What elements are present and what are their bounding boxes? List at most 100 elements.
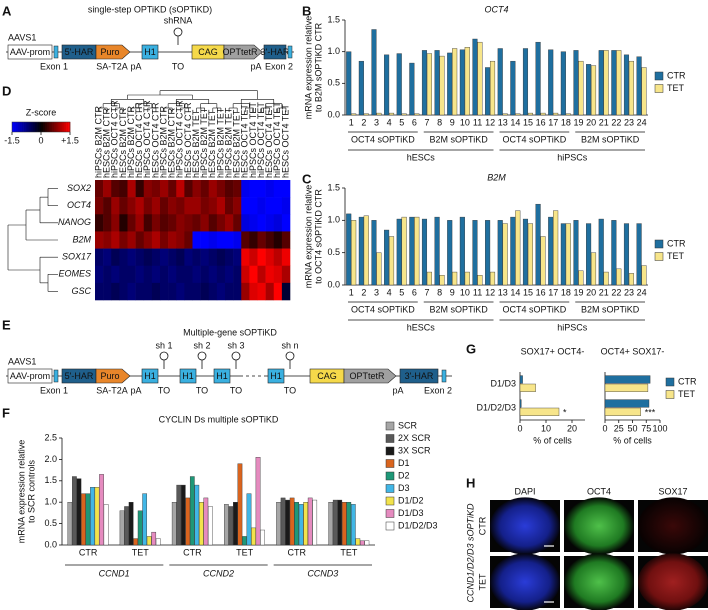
heat-cell (281, 282, 291, 301)
bar (502, 113, 508, 116)
legend-label: 3X SCR (398, 445, 431, 455)
x-tick-label: 10 (460, 117, 470, 127)
panel-letter: B (302, 3, 311, 18)
heat-cell (184, 180, 193, 198)
bar (636, 223, 642, 286)
heat-cell (184, 265, 193, 284)
x-tick-label: 20 (586, 287, 596, 297)
heat-cell (216, 231, 226, 249)
image-side-label: CCND1/D2/D3 sOPTiKD (465, 503, 475, 602)
y-axis-label: mRNA expression relative (303, 16, 313, 120)
heat-cell (249, 197, 258, 215)
heat-cell (208, 265, 218, 284)
bar (611, 50, 617, 116)
heat-cell (273, 282, 283, 301)
bar (485, 67, 491, 116)
construct-label: 3'-HAR (405, 371, 434, 381)
colorbar-step (25, 122, 28, 132)
colorbar-step (50, 122, 53, 132)
bar (464, 271, 470, 286)
x-tick-label: 5 (399, 117, 404, 127)
construct-label: OPTtetR (222, 47, 258, 57)
heat-cell (176, 248, 185, 267)
heat-cell (257, 265, 266, 284)
bar (371, 220, 377, 286)
heat-cell (160, 265, 169, 284)
row-label: EOMES (58, 269, 91, 279)
heat-cell (135, 197, 145, 215)
x-tick-label: 14 (510, 287, 520, 297)
row-label: SOX17 (62, 252, 92, 262)
construct-note: TO (172, 61, 184, 71)
bar (346, 213, 352, 286)
heat-cell (111, 231, 120, 249)
heat-cell (233, 248, 242, 267)
heat-cell (143, 214, 153, 232)
bar (628, 273, 634, 286)
y-tick-label: 0.0 (44, 539, 57, 549)
heat-cell (273, 231, 283, 249)
colorbar-step (56, 122, 59, 132)
construct-label: Puro (100, 47, 119, 57)
x-tick-label: 11 (473, 287, 482, 297)
bar (233, 502, 238, 546)
x-tick-label: 22 (611, 287, 621, 297)
construct-label: CAG (317, 371, 337, 381)
x-tick-label: 23 (624, 117, 634, 127)
heat-cell (168, 265, 177, 284)
bar (477, 41, 483, 116)
group-label: OCT4 sOPTiKD (351, 134, 415, 144)
legend-swatch (665, 377, 675, 387)
construct-label: 5'-HAR (65, 47, 94, 57)
bar (603, 50, 609, 116)
bar (611, 220, 617, 286)
bar (151, 531, 157, 546)
heat-cell (241, 282, 250, 301)
bar (189, 476, 195, 546)
column-label: hiPSCs OCT4 CTR (175, 100, 185, 178)
bar (285, 499, 290, 546)
heat-cell (103, 282, 112, 301)
bar (72, 476, 77, 546)
colorbar-step (48, 122, 51, 132)
micrograph (490, 553, 560, 610)
heat-cell (168, 231, 177, 249)
heat-cell (200, 265, 210, 284)
heat-cell (168, 197, 177, 215)
bar (358, 60, 364, 116)
bar (421, 218, 428, 286)
column-label: hESCs OCT4 TET (264, 104, 274, 178)
heat-cell (265, 214, 275, 232)
bar (124, 506, 129, 546)
bar (604, 375, 651, 384)
bar (515, 210, 521, 286)
construct-label: H1 (216, 371, 228, 381)
heat-cell (127, 231, 136, 249)
x-tick-label: 19 (574, 287, 584, 297)
bar (364, 540, 370, 546)
colorbar-step (46, 122, 50, 132)
shrna-label: sh 3 (227, 340, 244, 350)
bar (515, 113, 521, 116)
heat-cell (225, 214, 234, 232)
heat-cell (135, 265, 145, 284)
construct-label: OPTtetR (349, 371, 385, 381)
bar (565, 223, 571, 286)
bar (242, 536, 247, 546)
y-tick-label: 0.5 (327, 247, 340, 257)
hairpin (197, 351, 207, 361)
bar (553, 210, 559, 286)
colorbar-step (37, 122, 40, 132)
x-tick-label: 75 (641, 423, 651, 433)
bar (497, 220, 503, 286)
legend-swatch (385, 434, 395, 443)
chart-title: OCT4 (484, 4, 508, 14)
legend-swatch (385, 471, 395, 481)
heat-cell (135, 231, 145, 249)
heat-cell (273, 248, 283, 267)
bar (133, 538, 138, 546)
x-tick-label: 21 (599, 287, 609, 297)
legend-label: CTR (678, 376, 697, 386)
bar (459, 216, 465, 286)
bar (489, 271, 496, 286)
